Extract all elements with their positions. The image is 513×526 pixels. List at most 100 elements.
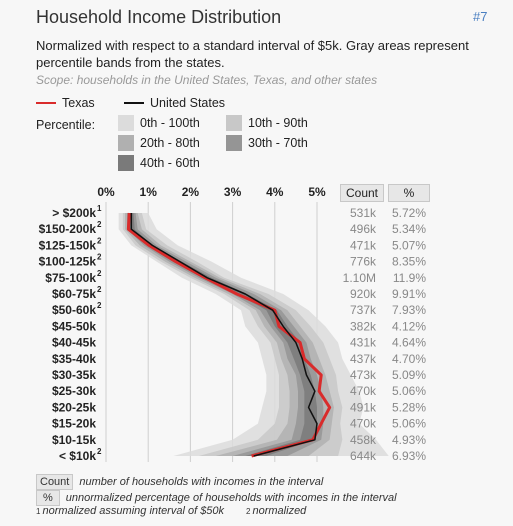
category-label: $100-125k bbox=[39, 255, 97, 269]
percent-value: 5.34% bbox=[392, 222, 426, 236]
legend-texas[interactable]: Texas bbox=[36, 96, 95, 110]
percent-value: 5.06% bbox=[392, 384, 426, 398]
band-30-70: 30th - 70th bbox=[226, 135, 308, 151]
category-superscript: 2 bbox=[97, 236, 102, 245]
category-label: $125-150k bbox=[39, 238, 97, 252]
count-value: 491k bbox=[350, 400, 377, 414]
category-label: $30-35k bbox=[52, 368, 96, 382]
category-superscript: 2 bbox=[97, 447, 102, 456]
percentile-band bbox=[122, 213, 343, 456]
band-swatch bbox=[226, 135, 242, 151]
category-label: $20-25k bbox=[52, 400, 96, 414]
count-value: 470k bbox=[350, 417, 377, 431]
legend-us-label: United States bbox=[150, 96, 226, 110]
percent-note: unnormalized percentage of households wi… bbox=[65, 492, 397, 504]
category-label: $50-60k bbox=[52, 303, 96, 317]
category-label: $150-200k bbox=[39, 222, 97, 236]
x-tick-label: 1% bbox=[140, 185, 158, 199]
legend-us[interactable]: United States bbox=[124, 96, 225, 110]
category-superscript: 1 bbox=[97, 204, 102, 213]
band-0-100: 0th - 100th bbox=[118, 115, 200, 131]
count-legend-button[interactable]: Count bbox=[36, 474, 74, 490]
percent-value: 8.35% bbox=[392, 255, 426, 269]
category-label: $60-75k bbox=[52, 287, 96, 301]
band-label: 20th - 80th bbox=[140, 136, 200, 150]
category-superscript: 2 bbox=[97, 220, 102, 229]
percent-value: 5.09% bbox=[392, 368, 426, 382]
band-swatch bbox=[118, 155, 134, 171]
x-tick-label: 4% bbox=[266, 185, 284, 199]
percent-value: 5.07% bbox=[392, 238, 426, 252]
percent-legend-button[interactable]: % bbox=[36, 490, 60, 506]
category-label: > $200k bbox=[52, 206, 96, 220]
chart-scope: Scope: households in the United States, … bbox=[36, 73, 378, 87]
percent-value: 5.28% bbox=[392, 400, 426, 414]
band-label: 10th - 90th bbox=[248, 116, 308, 130]
note2: normalized bbox=[252, 505, 307, 517]
x-tick-label: 2% bbox=[182, 185, 200, 199]
chart-subtitle: Normalized with respect to a standard in… bbox=[36, 38, 469, 70]
percent-value: 6.93% bbox=[392, 449, 426, 463]
percent-value: 7.93% bbox=[392, 303, 426, 317]
chart-number-link[interactable]: #7 bbox=[473, 9, 488, 24]
percent-value: 5.06% bbox=[392, 417, 426, 431]
footnote-percent: % unnormalized percentage of households … bbox=[36, 490, 397, 506]
percent-value: 4.93% bbox=[392, 433, 426, 447]
category-label: $40-45k bbox=[52, 336, 96, 350]
percent-value: 4.64% bbox=[392, 336, 426, 350]
x-tick-label: 5% bbox=[308, 185, 326, 199]
footnote-count: Count number of households with incomes … bbox=[36, 474, 323, 490]
category-label: $75-100k bbox=[45, 271, 96, 285]
x-tick-label: 0% bbox=[97, 185, 115, 199]
count-value: 531k bbox=[350, 206, 377, 220]
category-label: < $10k bbox=[59, 449, 96, 463]
band-swatch bbox=[226, 115, 242, 131]
count-value: 437k bbox=[350, 352, 377, 366]
chart-title: Household Income Distribution bbox=[36, 7, 282, 27]
percent-value: 11.9% bbox=[393, 271, 426, 285]
count-value: 496k bbox=[350, 222, 377, 236]
note1: normalized assuming interval of $50k bbox=[42, 505, 225, 517]
category-label: $45-50k bbox=[52, 319, 96, 333]
band-swatch bbox=[118, 115, 134, 131]
count-value: 737k bbox=[350, 303, 377, 317]
percentile-label: Percentile: bbox=[36, 118, 96, 132]
band-label: 30th - 70th bbox=[248, 136, 308, 150]
count-value: 471k bbox=[350, 238, 377, 252]
x-tick-label: 3% bbox=[224, 185, 242, 199]
band-swatch bbox=[118, 135, 134, 151]
legend-texas-label: Texas bbox=[62, 96, 95, 110]
band-label: 0th - 100th bbox=[140, 116, 200, 130]
category-label: $15-20k bbox=[52, 417, 96, 431]
count-value: 458k bbox=[350, 433, 377, 447]
band-label: 40th - 60th bbox=[140, 156, 200, 170]
band-40-60: 40th - 60th bbox=[118, 155, 200, 171]
category-superscript: 2 bbox=[97, 301, 102, 310]
count-value: 431k bbox=[350, 336, 377, 350]
footnote-normalization: 1 normalized assuming interval of $50k 2… bbox=[36, 505, 306, 517]
percent-value: 4.70% bbox=[392, 352, 426, 366]
category-superscript: 2 bbox=[97, 269, 102, 278]
percent-value: 5.72% bbox=[392, 206, 426, 220]
count-value: 920k bbox=[350, 287, 377, 301]
percent-sort-button[interactable]: % bbox=[388, 184, 430, 202]
texas-swatch bbox=[36, 102, 56, 104]
band-20-80: 20th - 80th bbox=[118, 135, 200, 151]
note1-mark: 1 bbox=[36, 506, 41, 516]
count-value: 644k bbox=[350, 449, 377, 463]
count-sort-button[interactable]: Count bbox=[340, 184, 384, 202]
us-line bbox=[130, 213, 318, 457]
count-value: 470k bbox=[350, 384, 377, 398]
count-value: 382k bbox=[350, 319, 377, 333]
note2-mark: 2 bbox=[246, 506, 251, 516]
category-superscript: 2 bbox=[97, 253, 102, 262]
category-label: $10-15k bbox=[52, 433, 96, 447]
count-value: 776k bbox=[350, 255, 377, 269]
count-value: 1.10M bbox=[343, 271, 376, 285]
category-label: $35-40k bbox=[52, 352, 96, 366]
income-chart: 0% 1% 2% 3% 4% 5%> $200k 1 531k 5.72%$150-200k 2 4… bbox=[39, 185, 427, 463]
percent-value: 9.91% bbox=[392, 287, 426, 301]
us-swatch bbox=[124, 102, 144, 104]
category-superscript: 2 bbox=[97, 285, 102, 294]
count-note: number of households with incomes in the… bbox=[79, 476, 324, 488]
